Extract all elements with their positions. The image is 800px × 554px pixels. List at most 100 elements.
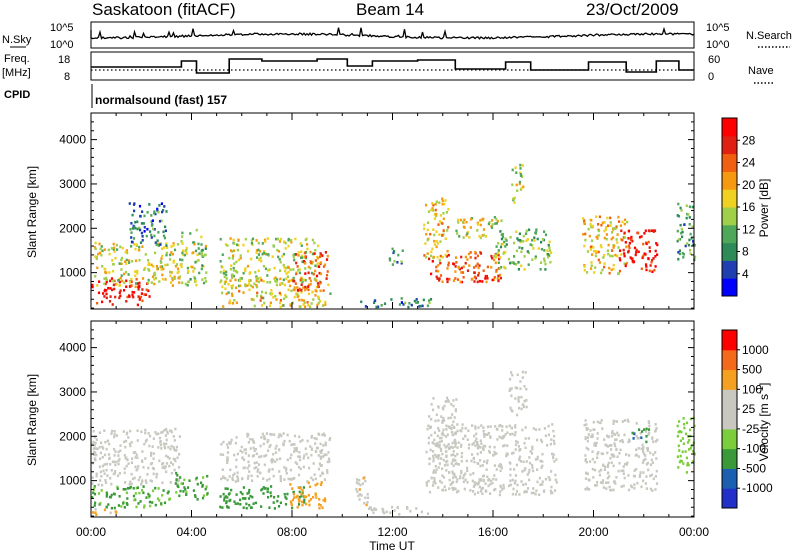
range-cell bbox=[680, 231, 683, 235]
range-cell bbox=[316, 482, 319, 486]
range-cell bbox=[488, 445, 491, 449]
range-cell bbox=[179, 258, 182, 261]
range-cell bbox=[140, 430, 143, 434]
range-cell bbox=[434, 443, 437, 446]
range-cell bbox=[196, 498, 199, 501]
range-cell bbox=[144, 431, 147, 435]
range-cell bbox=[229, 237, 232, 240]
range-cell bbox=[623, 262, 626, 265]
range-cell bbox=[245, 506, 248, 510]
range-cell bbox=[297, 473, 301, 477]
range-cell bbox=[239, 503, 242, 506]
range-cell bbox=[501, 235, 505, 239]
range-cell bbox=[268, 304, 272, 308]
range-cell bbox=[154, 503, 157, 507]
range-cell bbox=[279, 475, 282, 478]
range-cell bbox=[613, 244, 616, 248]
range-cell bbox=[473, 271, 476, 275]
range-cell bbox=[257, 277, 260, 280]
range-cell bbox=[141, 489, 144, 492]
range-cell bbox=[129, 281, 132, 284]
range-cell bbox=[180, 240, 183, 243]
range-cell bbox=[304, 262, 307, 265]
range-cell bbox=[432, 454, 435, 458]
range-cell bbox=[221, 468, 224, 471]
range-cell bbox=[440, 440, 443, 443]
range-cell bbox=[603, 265, 606, 269]
range-cell bbox=[164, 278, 167, 281]
range-cell bbox=[259, 276, 262, 280]
range-cell bbox=[681, 252, 684, 255]
range-cell bbox=[225, 501, 228, 505]
range-cell bbox=[538, 428, 541, 431]
range-cell bbox=[159, 243, 162, 246]
range-cell bbox=[515, 440, 518, 443]
range-cell bbox=[500, 242, 503, 246]
range-cell bbox=[627, 488, 631, 492]
range-cell bbox=[112, 460, 116, 464]
range-cell bbox=[682, 442, 685, 446]
range-cell bbox=[266, 274, 269, 277]
range-cell bbox=[543, 259, 546, 263]
range-cell bbox=[257, 248, 260, 252]
range-cell bbox=[227, 493, 230, 496]
range-cell bbox=[511, 478, 514, 482]
range-cell bbox=[644, 229, 647, 233]
range-cell bbox=[149, 504, 152, 508]
range-cell bbox=[94, 501, 97, 505]
range-cell bbox=[143, 506, 146, 509]
range-cell bbox=[497, 251, 500, 255]
range-cell bbox=[316, 256, 320, 260]
range-cell bbox=[505, 425, 508, 428]
range-cell bbox=[113, 287, 116, 291]
range-cell bbox=[596, 481, 599, 484]
range-cell bbox=[611, 236, 615, 239]
range-cell bbox=[526, 473, 529, 476]
range-cell bbox=[489, 436, 492, 439]
range-cell bbox=[552, 456, 555, 460]
range-cell bbox=[138, 281, 141, 285]
range-cell bbox=[586, 472, 589, 476]
range-cell bbox=[300, 288, 303, 292]
range-cell bbox=[627, 440, 630, 444]
range-cell bbox=[491, 223, 494, 226]
range-cell bbox=[277, 505, 281, 508]
range-cell bbox=[100, 441, 103, 445]
range-cell bbox=[154, 486, 157, 490]
range-cell bbox=[302, 286, 305, 289]
range-cell bbox=[438, 220, 441, 223]
range-cell bbox=[523, 441, 526, 445]
range-cell bbox=[467, 446, 470, 450]
range-cell bbox=[462, 265, 465, 268]
range-cell bbox=[517, 396, 520, 399]
range-cell bbox=[318, 300, 322, 303]
range-cell bbox=[677, 444, 680, 448]
range-cell bbox=[441, 421, 444, 424]
range-cell bbox=[136, 456, 139, 459]
range-cell bbox=[454, 431, 457, 434]
range-cell bbox=[293, 447, 296, 450]
range-cell bbox=[97, 291, 101, 295]
range-cell bbox=[226, 487, 229, 491]
range-cell bbox=[250, 474, 253, 478]
range-cell bbox=[173, 277, 176, 280]
range-cell bbox=[292, 279, 295, 283]
range-cell bbox=[296, 286, 299, 289]
range-cell bbox=[128, 295, 131, 298]
range-cell bbox=[141, 450, 144, 453]
range-cell bbox=[486, 433, 489, 436]
range-cell bbox=[497, 253, 500, 257]
range-cell bbox=[456, 429, 459, 433]
range-cell bbox=[597, 223, 600, 226]
range-cell bbox=[94, 247, 97, 251]
range-cell bbox=[643, 452, 646, 456]
range-cell bbox=[689, 249, 692, 252]
range-cell bbox=[143, 442, 146, 446]
range-cell bbox=[242, 243, 245, 247]
range-cell bbox=[473, 266, 476, 269]
range-cell bbox=[504, 245, 507, 248]
range-cell bbox=[138, 258, 141, 262]
range-cell bbox=[645, 487, 648, 490]
range-cell bbox=[119, 245, 122, 249]
range-cell bbox=[604, 228, 607, 231]
